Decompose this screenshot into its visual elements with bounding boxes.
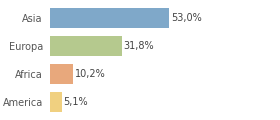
Bar: [50, 64, 73, 84]
Text: 5,1%: 5,1%: [64, 97, 88, 107]
Bar: [50, 8, 169, 28]
Bar: [50, 92, 62, 112]
Text: 10,2%: 10,2%: [75, 69, 106, 79]
Bar: [50, 36, 122, 56]
Text: 31,8%: 31,8%: [123, 41, 154, 51]
Text: 53,0%: 53,0%: [171, 13, 202, 23]
